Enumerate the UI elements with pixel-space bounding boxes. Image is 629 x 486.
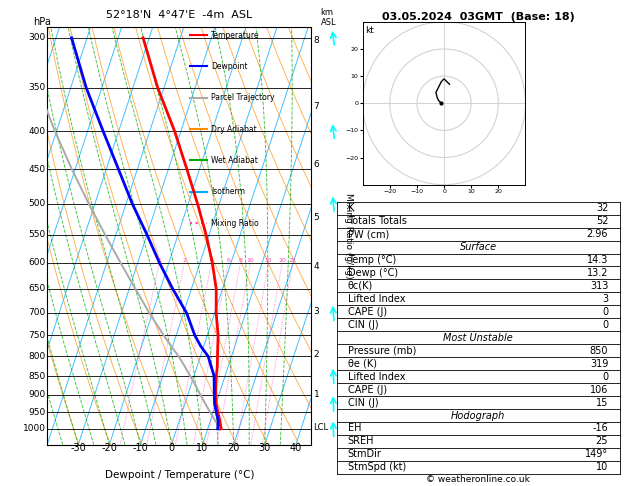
Text: 3: 3 [313, 307, 320, 316]
Text: 03.05.2024  03GMT  (Base: 18): 03.05.2024 03GMT (Base: 18) [382, 12, 574, 22]
Text: Temp (°C): Temp (°C) [348, 255, 396, 265]
Text: StmSpd (kt): StmSpd (kt) [348, 462, 406, 472]
Text: 10: 10 [196, 443, 209, 453]
Text: SREH: SREH [348, 436, 374, 447]
Text: 52°18'N  4°47'E  -4m  ASL: 52°18'N 4°47'E -4m ASL [106, 11, 252, 20]
Text: 6: 6 [313, 160, 320, 169]
Text: 149°: 149° [585, 450, 608, 459]
Text: 1: 1 [313, 390, 320, 399]
Text: 550: 550 [28, 230, 46, 239]
Text: 7: 7 [313, 102, 320, 111]
Text: -20: -20 [101, 443, 117, 453]
Text: Surface: Surface [459, 242, 497, 252]
Text: CIN (J): CIN (J) [348, 398, 379, 408]
Text: -30: -30 [70, 443, 86, 453]
Text: 900: 900 [28, 390, 46, 399]
Text: 0: 0 [602, 372, 608, 382]
Text: Temperature: Temperature [211, 31, 260, 39]
Text: 450: 450 [29, 165, 46, 174]
Text: 800: 800 [28, 352, 46, 361]
Text: Isotherm: Isotherm [211, 187, 245, 196]
Text: 1: 1 [157, 258, 161, 263]
Text: StmDir: StmDir [348, 450, 382, 459]
Text: kt: kt [365, 26, 374, 35]
Text: 1000: 1000 [23, 424, 46, 434]
Text: LCL: LCL [313, 423, 328, 432]
Text: Hodograph: Hodograph [451, 411, 505, 420]
Text: 319: 319 [590, 359, 608, 369]
Text: 25: 25 [596, 436, 608, 447]
Text: 25: 25 [289, 258, 297, 263]
Text: 850: 850 [590, 346, 608, 356]
Text: 20: 20 [278, 258, 286, 263]
Text: Lifted Index: Lifted Index [348, 294, 405, 304]
Text: 32: 32 [596, 203, 608, 213]
Text: 500: 500 [28, 199, 46, 208]
Text: 6: 6 [226, 258, 230, 263]
Text: 15: 15 [596, 398, 608, 408]
Text: Totals Totals: Totals Totals [348, 216, 407, 226]
Text: 0: 0 [602, 307, 608, 317]
Text: 30: 30 [259, 443, 271, 453]
Text: 0: 0 [169, 443, 175, 453]
Text: 15: 15 [265, 258, 272, 263]
Text: 350: 350 [28, 83, 46, 92]
Text: PW (cm): PW (cm) [348, 229, 389, 239]
Text: θe (K): θe (K) [348, 359, 377, 369]
Text: hPa: hPa [33, 17, 50, 27]
Text: EH: EH [348, 423, 361, 434]
Text: Lifted Index: Lifted Index [348, 372, 405, 382]
Text: 700: 700 [28, 309, 46, 317]
Text: © weatheronline.co.uk: © weatheronline.co.uk [426, 474, 530, 484]
Text: 4: 4 [313, 261, 319, 271]
Text: Most Unstable: Most Unstable [443, 333, 513, 343]
Text: 300: 300 [28, 33, 46, 42]
Text: θc(K): θc(K) [348, 281, 373, 291]
Text: CAPE (J): CAPE (J) [348, 307, 387, 317]
Text: 750: 750 [28, 331, 46, 340]
Text: 10: 10 [247, 258, 254, 263]
Text: 950: 950 [28, 408, 46, 417]
Text: 650: 650 [28, 284, 46, 294]
Text: 8: 8 [313, 36, 320, 46]
Text: 40: 40 [290, 443, 302, 453]
Text: 52: 52 [596, 216, 608, 226]
Text: Dry Adiabat: Dry Adiabat [211, 124, 257, 134]
Text: Mixing Ratio: Mixing Ratio [211, 219, 259, 227]
Text: 13.2: 13.2 [587, 268, 608, 278]
Text: 400: 400 [29, 127, 46, 136]
Text: Dewpoint: Dewpoint [211, 62, 247, 71]
Text: 20: 20 [228, 443, 240, 453]
Text: 8: 8 [238, 258, 242, 263]
Text: 0: 0 [602, 320, 608, 330]
Text: 3: 3 [602, 294, 608, 304]
Text: 14.3: 14.3 [587, 255, 608, 265]
Text: 313: 313 [590, 281, 608, 291]
Text: Mixing Ratio (g/kg): Mixing Ratio (g/kg) [344, 193, 353, 278]
Text: 2: 2 [182, 258, 186, 263]
Text: CAPE (J): CAPE (J) [348, 384, 387, 395]
Text: 2: 2 [313, 350, 319, 359]
Text: Pressure (mb): Pressure (mb) [348, 346, 416, 356]
Text: km
ASL: km ASL [321, 8, 337, 27]
Text: K: K [348, 203, 354, 213]
Text: 10: 10 [596, 462, 608, 472]
Text: Dewpoint / Temperature (°C): Dewpoint / Temperature (°C) [104, 470, 254, 480]
Text: 850: 850 [28, 372, 46, 381]
Text: 5: 5 [313, 212, 320, 222]
Text: 600: 600 [28, 259, 46, 267]
Text: Dewp (°C): Dewp (°C) [348, 268, 398, 278]
Text: 2.96: 2.96 [587, 229, 608, 239]
Text: CIN (J): CIN (J) [348, 320, 379, 330]
Text: -10: -10 [133, 443, 148, 453]
Text: 4: 4 [209, 258, 213, 263]
Text: -16: -16 [593, 423, 608, 434]
Text: 106: 106 [590, 384, 608, 395]
Text: Wet Adiabat: Wet Adiabat [211, 156, 258, 165]
Text: Parcel Trajectory: Parcel Trajectory [211, 93, 274, 102]
